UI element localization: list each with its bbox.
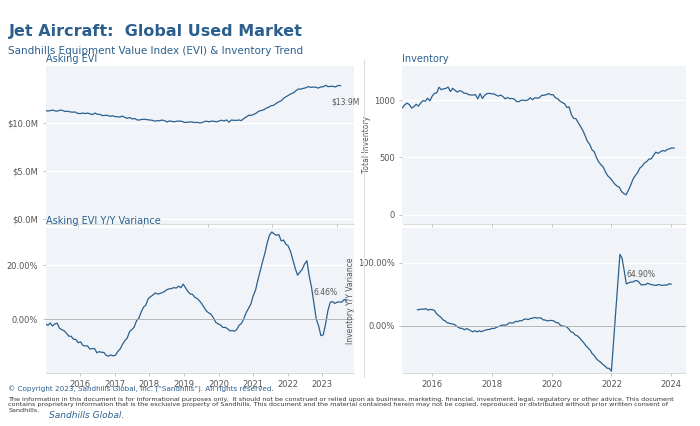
Text: Asking EVI: Asking EVI — [46, 54, 97, 64]
Text: The information in this document is for informational purposes only.  It should : The information in this document is for … — [8, 397, 674, 413]
Text: $13.9M: $13.9M — [331, 98, 360, 107]
Y-axis label: Inventory Y/Y Variance: Inventory Y/Y Variance — [346, 257, 355, 344]
Text: Inventory: Inventory — [402, 54, 449, 64]
Text: Asking EVI Y/Y Variance: Asking EVI Y/Y Variance — [46, 216, 160, 226]
Text: 64.90%: 64.90% — [626, 270, 656, 279]
Text: Sandhills Equipment Value Index (EVI) & Inventory Trend: Sandhills Equipment Value Index (EVI) & … — [8, 46, 304, 56]
Text: Sandhills Global.: Sandhills Global. — [49, 411, 125, 420]
Text: © Copyright 2023, Sandhills Global, Inc. (“Sandhills”). All rights reserved.: © Copyright 2023, Sandhills Global, Inc.… — [8, 386, 274, 393]
Y-axis label: Total Inventory: Total Inventory — [362, 116, 371, 173]
Text: 6.46%: 6.46% — [313, 288, 337, 297]
Text: Jet Aircraft:  Global Used Market: Jet Aircraft: Global Used Market — [8, 23, 302, 39]
